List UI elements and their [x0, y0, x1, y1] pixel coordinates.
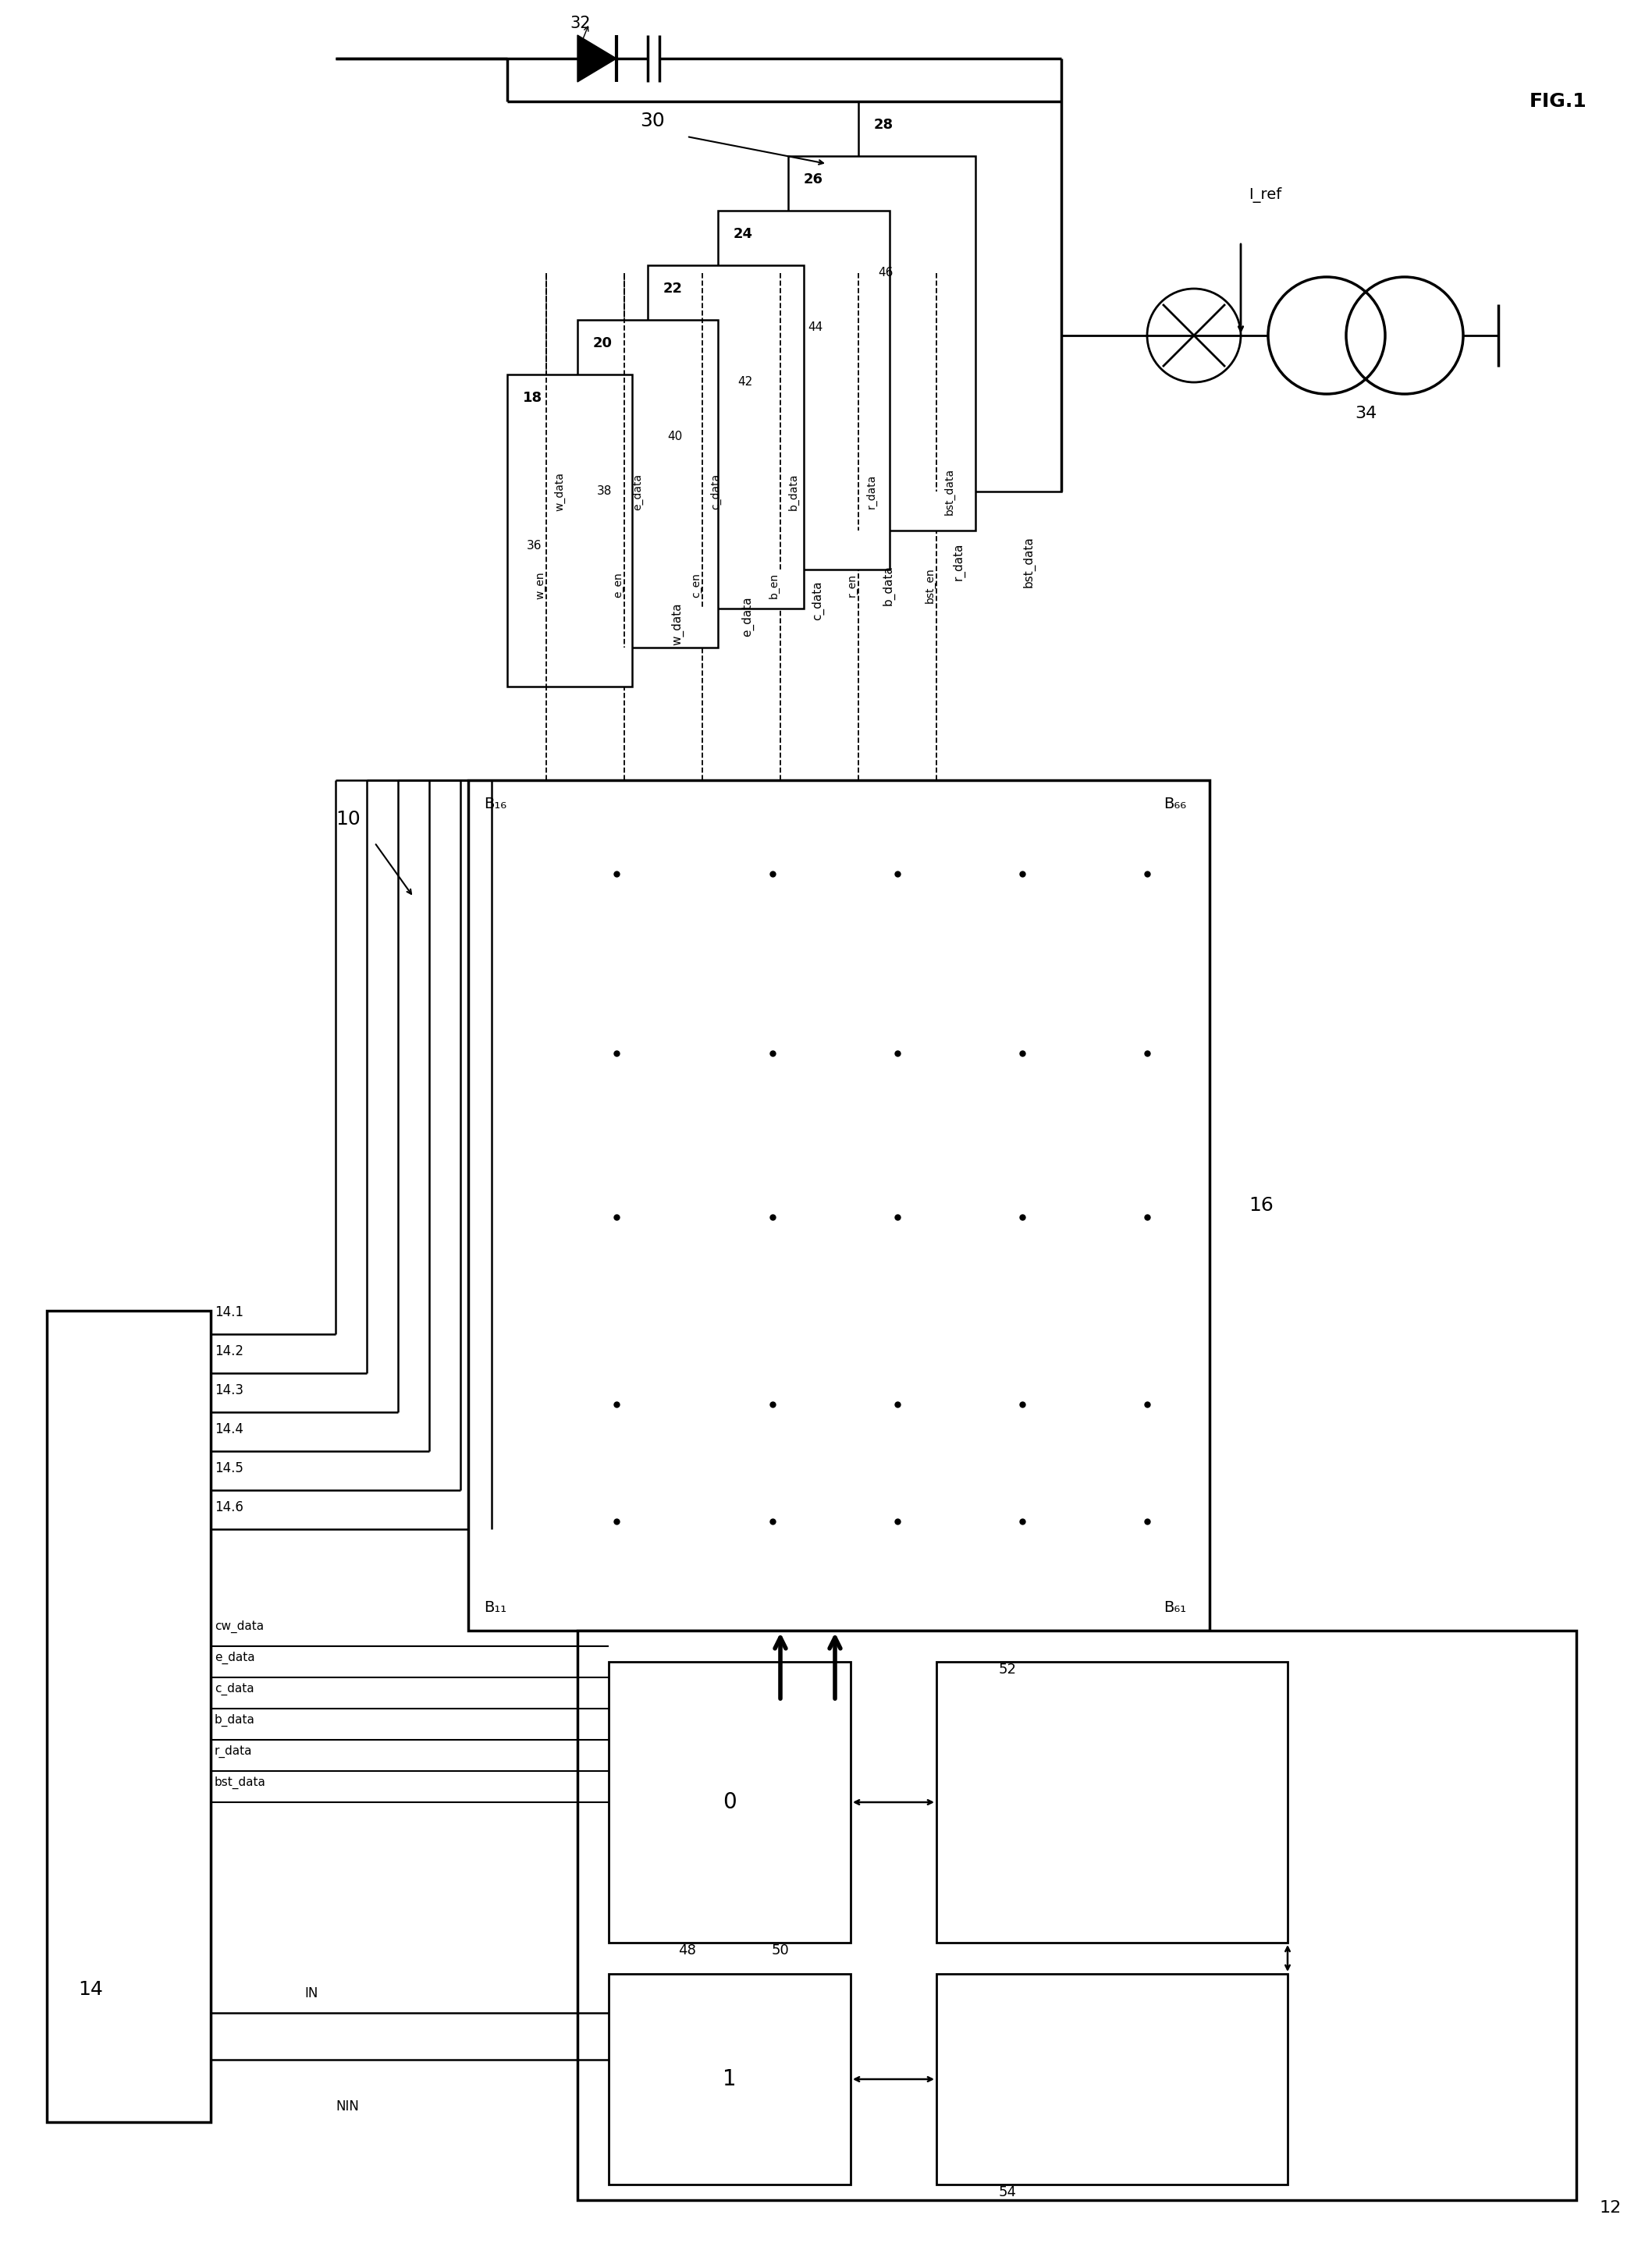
Text: 54: 54 — [999, 2186, 1017, 2200]
Text: e_data: e_data — [742, 596, 753, 637]
Bar — [577, 1631, 1576, 2200]
Text: w_data: w_data — [554, 472, 566, 510]
Text: 14: 14 — [77, 1980, 104, 1998]
Text: 14.2: 14.2 — [214, 1345, 243, 1359]
Text: c_data: c_data — [214, 1683, 253, 1696]
Bar — [507, 374, 632, 687]
Text: e_en: e_en — [612, 572, 623, 599]
Text: r_data: r_data — [867, 474, 877, 508]
Text: bst_data: bst_data — [944, 467, 956, 515]
Bar — [717, 211, 890, 569]
Text: bst_en: bst_en — [924, 567, 936, 603]
Text: 44: 44 — [808, 322, 822, 333]
Bar — [609, 1662, 850, 1944]
Text: 18: 18 — [523, 390, 543, 406]
Text: 52: 52 — [999, 1662, 1017, 1676]
Text: 38: 38 — [597, 485, 612, 497]
Bar — [936, 1973, 1288, 2184]
Text: 14.6: 14.6 — [214, 1501, 243, 1515]
Text: 14.1: 14.1 — [214, 1306, 243, 1320]
Text: w_data: w_data — [671, 603, 684, 646]
Text: 36: 36 — [526, 540, 541, 551]
Text: r_data: r_data — [952, 542, 964, 581]
Text: c_data: c_data — [711, 474, 721, 510]
Text: w_en: w_en — [535, 572, 546, 599]
Text: 1: 1 — [722, 2068, 737, 2091]
Text: 14.3: 14.3 — [214, 1383, 243, 1397]
Text: e_data: e_data — [632, 474, 643, 510]
Text: 46: 46 — [878, 268, 893, 279]
Text: 24: 24 — [734, 227, 753, 240]
Text: 32: 32 — [569, 16, 591, 32]
Text: b_data: b_data — [882, 565, 895, 606]
Text: 40: 40 — [668, 431, 683, 442]
Text: B₁₆: B₁₆ — [484, 796, 507, 812]
Text: c_data: c_data — [811, 581, 824, 621]
Text: 22: 22 — [663, 281, 683, 295]
Text: I_ref: I_ref — [1249, 188, 1281, 202]
Text: 20: 20 — [594, 336, 612, 349]
Text: B₁₁: B₁₁ — [484, 1599, 507, 1615]
Text: b_en: b_en — [768, 572, 780, 599]
Text: 12: 12 — [1599, 2200, 1622, 2216]
Text: 10: 10 — [336, 810, 360, 828]
Text: 28: 28 — [873, 118, 893, 132]
Text: 26: 26 — [804, 172, 822, 186]
Text: IN: IN — [304, 1987, 317, 2000]
Text: 16: 16 — [1249, 1195, 1273, 1216]
Bar — [577, 320, 717, 649]
Text: B₆₆: B₆₆ — [1163, 796, 1186, 812]
Text: FIG.1: FIG.1 — [1530, 93, 1587, 111]
Text: 50: 50 — [772, 1944, 790, 1957]
Text: 14.5: 14.5 — [214, 1461, 243, 1474]
Text: r_data: r_data — [214, 1744, 252, 1758]
Text: e_data: e_data — [214, 1651, 255, 1665]
Polygon shape — [577, 34, 617, 82]
Text: 42: 42 — [737, 376, 752, 388]
Text: NIN: NIN — [336, 2100, 359, 2114]
Text: bst_data: bst_data — [214, 1776, 266, 1789]
Text: c_en: c_en — [691, 574, 701, 596]
Text: b_data: b_data — [788, 474, 799, 510]
Bar — [648, 265, 804, 608]
Bar — [936, 1662, 1288, 1944]
Bar — [609, 1973, 850, 2184]
Text: 48: 48 — [678, 1944, 696, 1957]
Text: 0: 0 — [722, 1792, 737, 1812]
Text: cw_data: cw_data — [214, 1619, 263, 1633]
Text: bst_data: bst_data — [1022, 535, 1035, 587]
Bar — [46, 1311, 211, 2123]
Bar — [469, 780, 1209, 1631]
Text: 30: 30 — [640, 111, 665, 129]
Text: r_en: r_en — [847, 574, 857, 596]
Bar — [788, 156, 975, 531]
Bar — [859, 102, 1061, 492]
Text: 14.4: 14.4 — [214, 1422, 243, 1436]
Text: 34: 34 — [1354, 406, 1377, 422]
Text: b_data: b_data — [214, 1715, 255, 1726]
Text: B₆₁: B₆₁ — [1163, 1599, 1186, 1615]
